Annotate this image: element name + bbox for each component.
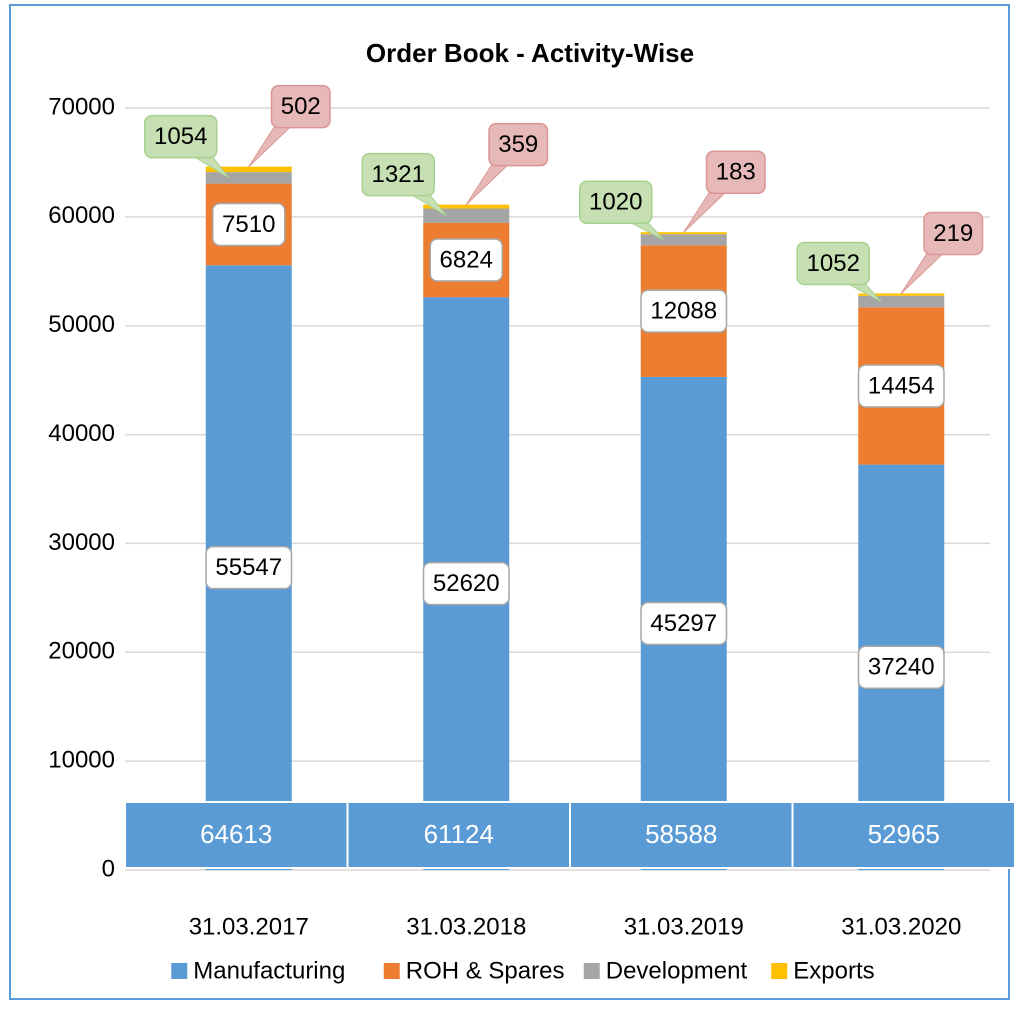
bar-segment (640, 232, 727, 235)
y-tick-label: 30000 (48, 529, 115, 556)
y-tick-label: 70000 (48, 93, 115, 120)
data-label-box (640, 289, 728, 333)
y-tick-label: 40000 (48, 420, 115, 447)
data-label-text: 502 (281, 93, 321, 120)
data-label-text: 1020 (589, 189, 642, 216)
data-label-text: 6824 (440, 246, 493, 273)
bar-segment (640, 234, 727, 246)
data-label-text: 14454 (868, 372, 935, 399)
bar-segment (205, 166, 292, 173)
data-label: 1020 (579, 180, 653, 224)
data-label-box (212, 202, 286, 247)
data-label-box (205, 545, 293, 590)
data-label-box (422, 561, 510, 606)
bar-segment (858, 295, 945, 308)
data-label-text: 55547 (215, 554, 282, 581)
data-label-box (361, 152, 435, 197)
x-tick-label: 31.03.2018 (406, 913, 526, 940)
legend-label: Manufacturing (193, 957, 345, 984)
legend-swatch (383, 963, 400, 979)
total-label: 52965 (868, 819, 940, 849)
data-label: 6824 (429, 238, 503, 282)
total-cell (791, 801, 1016, 869)
legend-swatch (583, 963, 600, 979)
data-label-text: 219 (933, 220, 973, 247)
data-label-text: 45297 (650, 610, 717, 637)
total-label: 58588 (645, 819, 717, 849)
bar-segment (205, 172, 292, 184)
data-label-box (579, 180, 653, 224)
legend-label: ROH & Spares (406, 957, 565, 984)
y-tick-label: 10000 (48, 746, 115, 773)
data-label-box (429, 238, 503, 282)
data-label-text: 37240 (868, 654, 935, 681)
data-label: 55547 (205, 545, 293, 590)
total-cell (569, 801, 794, 869)
data-label-box (923, 211, 984, 256)
data-label: 219 (923, 211, 984, 256)
x-tick-label: 31.03.2019 (624, 913, 744, 940)
data-label-text: 1052 (807, 250, 860, 277)
data-label-box (796, 241, 870, 286)
data-label-box (144, 114, 218, 159)
data-label-text: 1321 (372, 161, 425, 188)
bar-segment (858, 293, 945, 296)
data-label-box (488, 122, 549, 167)
legend-swatch (171, 963, 188, 979)
data-label: 37240 (857, 645, 945, 690)
data-label: 502 (270, 84, 331, 129)
data-label-box (857, 364, 945, 408)
data-label: 14454 (857, 364, 945, 408)
data-label: 1321 (361, 152, 435, 197)
x-tick-label: 31.03.2020 (841, 913, 961, 940)
y-tick-label: 20000 (48, 638, 115, 665)
x-tick-label: 31.03.2017 (189, 913, 309, 940)
legend-label: Development (606, 957, 748, 984)
y-tick-label: 50000 (48, 311, 115, 338)
data-label: 7510 (212, 202, 286, 247)
data-label-text: 183 (716, 159, 756, 186)
legend-swatch (771, 963, 788, 979)
y-tick-label: 0 (102, 855, 115, 882)
data-label-box (705, 150, 766, 194)
data-label-box (857, 645, 945, 690)
data-label-text: 12088 (650, 297, 717, 324)
data-label: 12088 (640, 289, 728, 333)
data-label-box (270, 84, 331, 129)
y-tick-label: 60000 (48, 202, 115, 229)
data-label-text: 359 (498, 131, 538, 158)
data-label: 52620 (422, 561, 510, 606)
total-label: 64613 (200, 819, 272, 849)
data-label: 1054 (144, 114, 218, 159)
bar-segment (423, 208, 510, 223)
data-label-text: 1054 (154, 123, 207, 150)
data-label: 1052 (796, 241, 870, 286)
bar-segment (423, 204, 510, 209)
legend-label: Exports (793, 957, 874, 984)
data-label: 183 (705, 150, 766, 194)
total-label: 61124 (424, 819, 494, 849)
data-label-text: 52620 (433, 570, 500, 597)
data-label: 45297 (640, 601, 728, 646)
data-label: 359 (488, 122, 549, 167)
data-label-text: 7510 (222, 211, 275, 238)
total-cell (124, 801, 349, 869)
data-label-box (640, 601, 728, 646)
chart-title: Order Book - Activity-Wise (366, 38, 694, 68)
